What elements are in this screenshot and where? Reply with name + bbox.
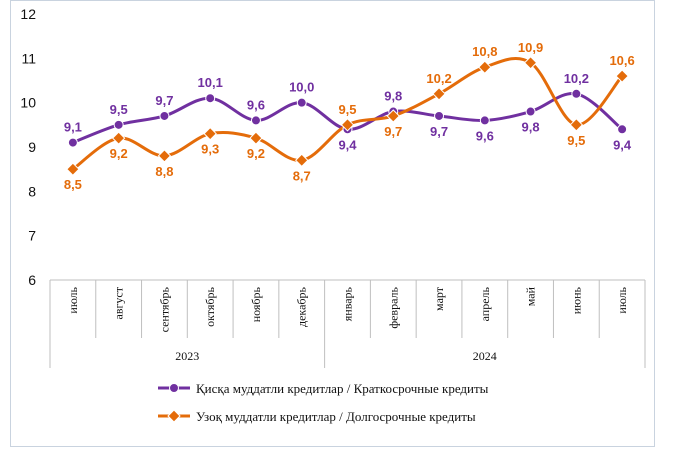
data-point-circle (526, 107, 535, 116)
y-tick-label: 7 (28, 228, 36, 244)
y-tick-label: 10 (20, 95, 36, 111)
data-label: 10,1 (198, 75, 223, 90)
data-label: 10,2 (564, 71, 589, 86)
data-point-diamond (204, 128, 216, 140)
x-tick-label: февраль (386, 286, 400, 328)
x-tick-label: ноябрь (249, 286, 263, 322)
data-label: 10,6 (609, 53, 634, 68)
x-tick-label: декабрь (295, 286, 309, 327)
data-label: 10,8 (472, 44, 497, 59)
x-tick-label: январь (341, 286, 355, 321)
data-label: 9,7 (384, 124, 402, 139)
data-point-circle (160, 111, 169, 120)
data-label: 9,6 (476, 128, 494, 143)
data-label: 9,5 (110, 102, 128, 117)
data-point-diamond (433, 88, 445, 100)
data-point-circle (572, 89, 581, 98)
data-point-circle (618, 125, 627, 134)
data-label: 9,2 (110, 146, 128, 161)
data-point-circle (206, 94, 215, 103)
data-point-diamond (158, 150, 170, 162)
data-point-circle (68, 138, 77, 147)
year-label: 2024 (473, 349, 497, 363)
data-label: 9,2 (247, 146, 265, 161)
x-tick-label: июль (615, 286, 629, 313)
data-point-circle (435, 111, 444, 120)
legend: Қисқа муддатли кредитлар / Краткосрочные… (158, 381, 489, 424)
data-label: 9,8 (384, 89, 402, 104)
data-label: 9,5 (338, 102, 356, 117)
data-point-diamond (479, 61, 491, 73)
legend-marker-diamond (168, 410, 180, 422)
data-label: 9,5 (567, 133, 585, 148)
x-tick-label: октябрь (203, 286, 217, 326)
legend-marker-circle (170, 384, 179, 393)
data-label: 8,5 (64, 177, 82, 192)
legend-label: Қисқа муддатли кредитлар / Краткосрочные… (196, 381, 489, 396)
data-label: 10,0 (289, 80, 314, 95)
chart: 6 7 8 9 10 11 12 2023 2024 июль август сентябрь октя… (0, 0, 680, 453)
data-point-circle (297, 98, 306, 107)
y-tick-label: 9 (28, 139, 36, 155)
year-label: 2023 (175, 349, 199, 363)
data-label: 8,8 (155, 164, 173, 179)
data-label: 9,7 (155, 93, 173, 108)
data-label: 9,6 (247, 97, 265, 112)
chart-border (11, 1, 655, 447)
x-tick-label: апрель (478, 286, 492, 321)
x-tick-label: май (524, 286, 538, 306)
data-point-diamond (570, 119, 582, 131)
x-tick-label: июнь (569, 286, 583, 314)
axes: 6 7 8 9 10 11 12 2023 2024 июль август сентябрь октя… (20, 6, 645, 368)
x-tick-label: март (432, 286, 446, 311)
y-tick-label: 11 (21, 50, 36, 66)
data-point-circle (114, 120, 123, 129)
data-label: 10,9 (518, 40, 543, 55)
data-label: 9,8 (522, 120, 540, 135)
data-point-diamond (250, 132, 262, 144)
y-tick-label: 8 (28, 183, 36, 199)
line-chart: 6 7 8 9 10 11 12 2023 2024 июль август сентябрь октя… (0, 0, 680, 453)
x-tick-label: август (112, 286, 126, 319)
series-layer: 9,1 8,5 9,5 9,2 9,7 8,8 10,1 9,3 9,6 9,2 10,0 8,7 9,… (64, 40, 635, 192)
data-label: 9,3 (201, 142, 219, 157)
data-point-circle (251, 116, 260, 125)
legend-label: Узоқ муддатли кредитлар / Долгосрочные к… (196, 409, 476, 424)
data-point-circle (480, 116, 489, 125)
data-label: 10,2 (426, 71, 451, 86)
data-label: 9,4 (613, 137, 632, 152)
data-label: 9,4 (338, 137, 357, 152)
x-tick-label: сентябрь (157, 286, 171, 332)
y-tick-label: 6 (28, 272, 36, 288)
x-tick-label: июль (66, 286, 80, 313)
data-label: 9,7 (430, 124, 448, 139)
data-point-diamond (296, 154, 308, 166)
data-label: 8,7 (293, 168, 311, 183)
data-point-diamond (113, 132, 125, 144)
data-label: 9,1 (64, 120, 82, 135)
y-tick-label: 12 (20, 6, 36, 22)
